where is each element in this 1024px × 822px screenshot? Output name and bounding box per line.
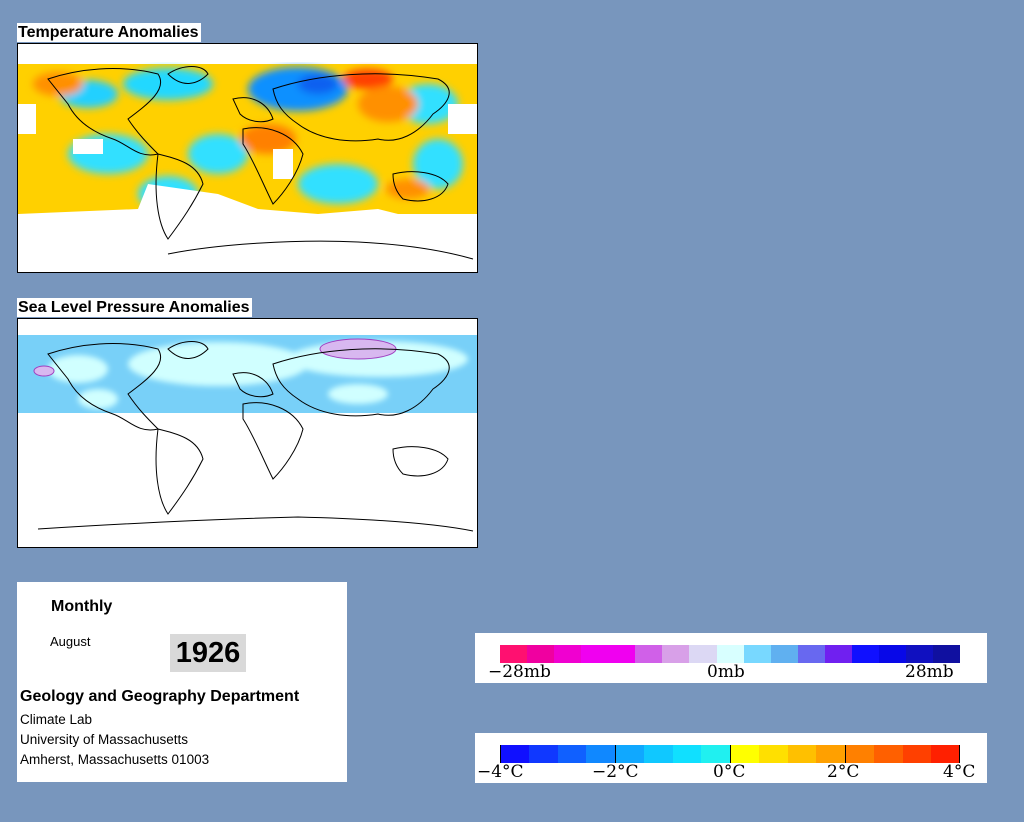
temperature-color-bar <box>500 745 960 763</box>
temperature-swatch-3 <box>586 745 615 763</box>
pressure-swatch-0 <box>500 645 528 663</box>
frequency-label: Monthly <box>51 598 113 615</box>
temp-tick-pos2 <box>845 745 846 763</box>
address-label: Amherst, Massachusetts 01003 <box>20 752 210 767</box>
pressure-swatch-16 <box>933 645 961 663</box>
pressure-swatch-2 <box>554 645 582 663</box>
pressure-label-mid: 0mb <box>707 662 745 682</box>
pressure-label-min: −28mb <box>488 662 551 682</box>
pressure-label-max: 28mb <box>905 662 954 682</box>
temperature-swatch-14 <box>902 745 932 763</box>
pressure-swatch-6 <box>662 645 690 663</box>
university-label: University of Massachusetts <box>20 732 189 747</box>
temperature-swatch-8 <box>730 745 759 763</box>
temperature-legend: −4°C −2°C 0°C 2°C 4°C <box>475 733 987 783</box>
pressure-swatch-15 <box>905 645 933 663</box>
temperature-panel-title: Temperature Anomalies <box>17 23 201 42</box>
temperature-swatch-12 <box>845 745 874 763</box>
temp-label-pos2: 2°C <box>827 762 860 782</box>
pressure-swatch-8 <box>716 645 744 663</box>
temp-tick-min <box>500 745 501 763</box>
temperature-swatch-6 <box>672 745 702 763</box>
temperature-anomaly-map <box>17 43 478 273</box>
year-label: 1926 <box>170 634 246 672</box>
temperature-swatch-4 <box>615 745 644 763</box>
temperature-swatch-7 <box>701 745 730 763</box>
pressure-swatch-13 <box>851 645 879 663</box>
temp-label-pos4: 4°C <box>943 762 976 782</box>
pressure-swatch-4 <box>608 645 636 663</box>
pressure-swatch-14 <box>878 645 906 663</box>
temperature-swatch-5 <box>643 745 673 763</box>
pressure-panel-title: Sea Level Pressure Anomalies <box>17 298 252 317</box>
lab-label: Climate Lab <box>20 712 93 727</box>
temperature-swatch-2 <box>557 745 587 763</box>
pressure-color-bar <box>500 645 961 663</box>
pressure-swatch-10 <box>770 645 798 663</box>
pressure-swatch-7 <box>689 645 717 663</box>
pressure-swatch-12 <box>824 645 852 663</box>
temperature-swatch-11 <box>816 745 845 763</box>
temperature-swatch-15 <box>931 745 960 763</box>
info-box: Monthly August 1926 Geology and Geograph… <box>17 582 347 782</box>
temperature-swatch-9 <box>758 745 788 763</box>
temperature-swatch-1 <box>528 745 558 763</box>
pressure-anomaly-map <box>17 318 478 548</box>
pressure-swatch-5 <box>635 645 663 663</box>
pressure-swatch-3 <box>581 645 609 663</box>
pressure-swatch-1 <box>527 645 555 663</box>
temp-tick-zero <box>730 745 731 763</box>
temp-label-neg2: −2°C <box>592 762 639 782</box>
temperature-swatch-10 <box>787 745 817 763</box>
temp-tick-max <box>959 745 960 763</box>
temp-tick-neg2 <box>615 745 616 763</box>
pressure-swatch-11 <box>797 645 825 663</box>
department-label: Geology and Geography Department <box>20 688 300 705</box>
temperature-swatch-0 <box>500 745 529 763</box>
month-label: August <box>50 634 91 649</box>
pressure-swatch-9 <box>743 645 771 663</box>
temp-label-neg4: −4°C <box>477 762 524 782</box>
temp-label-zero: 0°C <box>713 762 746 782</box>
pressure-legend: −28mb 0mb 28mb <box>475 633 987 683</box>
temperature-swatch-13 <box>873 745 903 763</box>
